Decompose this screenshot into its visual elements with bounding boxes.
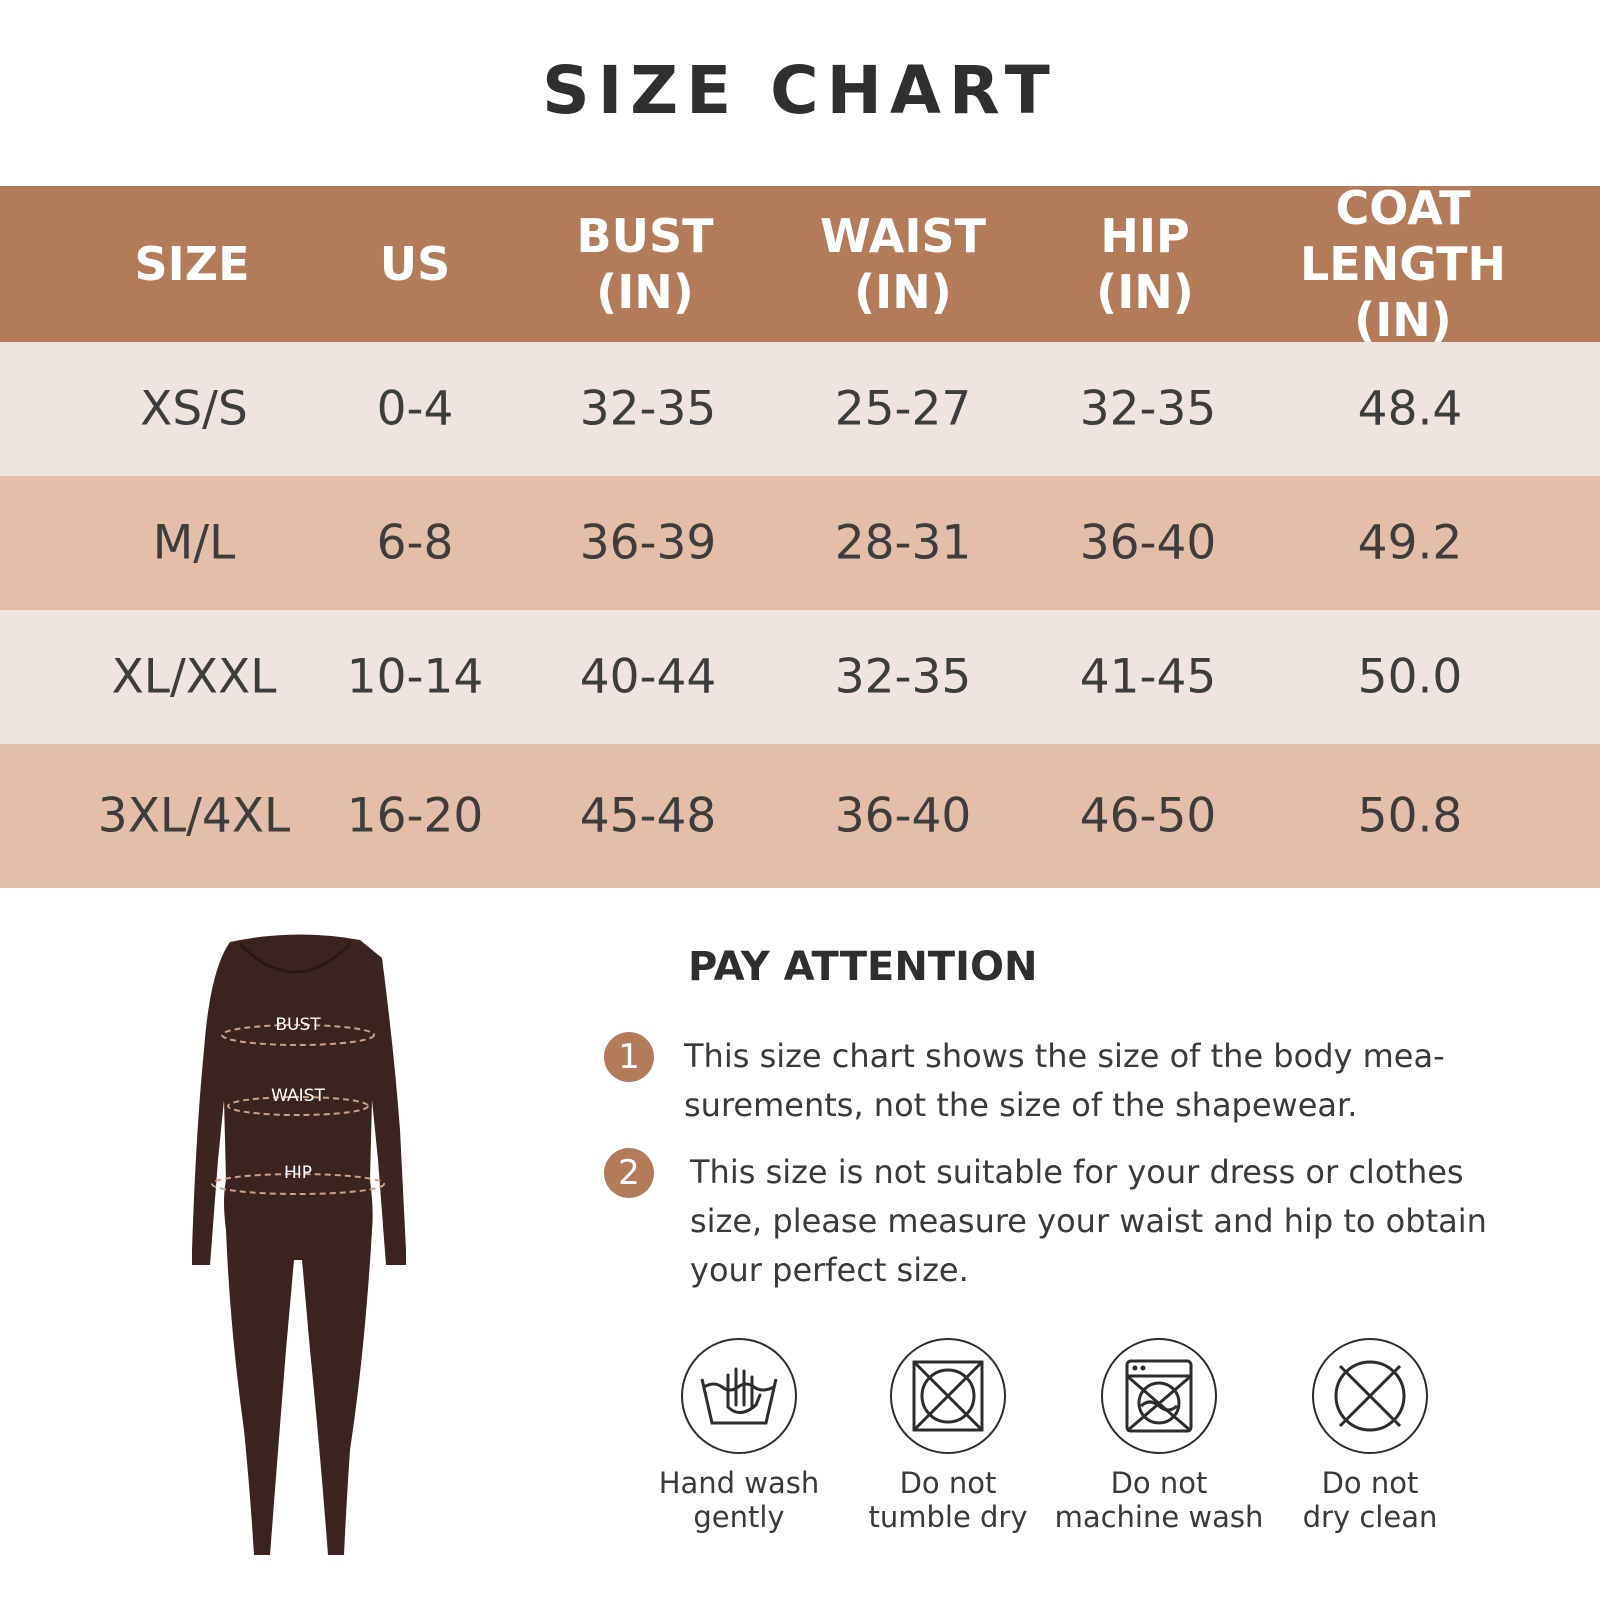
garment-figure: BUST WAIST HIP (160, 930, 430, 1570)
care-label: Do not dry clean (1302, 1466, 1438, 1534)
cell-bust: 32-35 (579, 381, 717, 437)
table-row: XL/XXL 10-14 40-44 32-35 41-45 50.0 (0, 610, 1600, 744)
cell-hip: 46-50 (1079, 788, 1217, 844)
cell-waist: 36-40 (834, 788, 972, 844)
cell-size: XL/XXL (111, 649, 277, 705)
no-machine-wash-icon (1101, 1338, 1217, 1454)
table-row: M/L 6-8 36-39 28-31 36-40 49.2 (0, 476, 1600, 610)
cell-coat-length: 48.4 (1357, 381, 1463, 437)
bodysuit-shape (192, 934, 406, 1555)
care-item-no-dry-clean: Do not dry clean (1260, 1338, 1480, 1534)
cell-coat-length: 50.8 (1357, 788, 1463, 844)
pay-attention-title: PAY ATTENTION (688, 944, 1038, 990)
cell-bust: 40-44 (579, 649, 717, 705)
care-label: Do not machine wash (1054, 1466, 1264, 1534)
cell-coat-length: 50.0 (1357, 649, 1463, 705)
neckline (238, 942, 352, 974)
cell-waist: 32-35 (834, 649, 972, 705)
attention-note: 2 This size is not suitable for your dre… (604, 1148, 1530, 1295)
note-number-badge: 2 (604, 1148, 654, 1198)
hip-label: HIP (284, 1163, 312, 1183)
table-header-row: SIZE US BUST (IN) WAIST (IN) HIP (IN) CO… (0, 181, 1600, 347)
cell-waist: 28-31 (834, 515, 972, 571)
care-label: Hand wash gently (658, 1466, 820, 1534)
bust-measure-line (221, 1024, 375, 1046)
note-text: This size chart shows the size of the bo… (684, 1037, 1445, 1124)
waist-label: WAIST (271, 1086, 325, 1106)
cell-size: M/L (152, 515, 236, 571)
care-item-no-tumble-dry: Do not tumble dry (838, 1338, 1058, 1534)
cell-us: 16-20 (346, 788, 484, 844)
cell-coat-length: 49.2 (1357, 515, 1463, 571)
care-item-hand-wash: Hand wash gently (629, 1338, 849, 1534)
page-title: SIZE CHART (542, 52, 1058, 129)
table-row: XS/S 0-4 32-35 25-27 32-35 48.4 (0, 342, 1600, 476)
table-row: 3XL/4XL 16-20 45-48 36-40 46-50 50.8 (0, 744, 1600, 888)
care-label: Do not tumble dry (868, 1466, 1028, 1534)
waist-measure-line (227, 1096, 369, 1116)
cell-us: 6-8 (376, 515, 454, 571)
no-tumble-dry-icon (890, 1338, 1006, 1454)
header-bust: BUST (IN) (576, 209, 714, 319)
cell-bust: 36-39 (579, 515, 717, 571)
header-us: US (379, 237, 451, 291)
attention-note: 1 This size chart shows the size of the … (604, 1032, 1524, 1130)
cell-hip: 36-40 (1079, 515, 1217, 571)
cell-us: 0-4 (376, 381, 454, 437)
cell-hip: 32-35 (1079, 381, 1217, 437)
header-coat-length: COAT LENGTH (IN) (1299, 181, 1507, 347)
header-size: SIZE (134, 237, 250, 291)
cell-waist: 25-27 (834, 381, 972, 437)
hip-measure-line (211, 1173, 385, 1195)
no-dry-clean-icon (1312, 1338, 1428, 1454)
header-waist: WAIST (IN) (820, 209, 986, 319)
note-number-badge: 1 (604, 1032, 654, 1082)
care-item-no-machine-wash: Do not machine wash (1049, 1338, 1269, 1534)
cell-bust: 45-48 (579, 788, 717, 844)
size-table: SIZE US BUST (IN) WAIST (IN) HIP (IN) CO… (0, 181, 1600, 888)
hand-wash-icon (681, 1338, 797, 1454)
cell-size: 3XL/4XL (97, 788, 291, 844)
bodysuit-illustration: BUST WAIST HIP (192, 934, 406, 1555)
cell-size: XS/S (140, 381, 248, 437)
cell-hip: 41-45 (1079, 649, 1217, 705)
header-hip: HIP (IN) (1096, 209, 1194, 319)
cell-us: 10-14 (346, 649, 484, 705)
bust-label: BUST (275, 1015, 321, 1035)
note-text: This size is not suitable for your dress… (690, 1153, 1487, 1289)
